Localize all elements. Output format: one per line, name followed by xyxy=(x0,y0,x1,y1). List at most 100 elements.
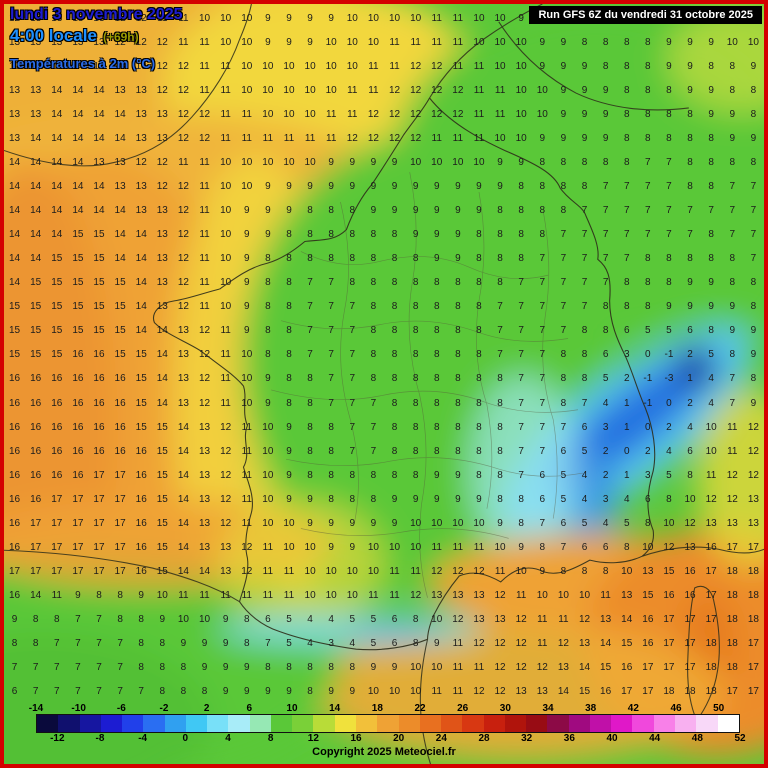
temp-row: 14 14 15 15 15 14 14 13 12 11 10 9 8 8 8 8 8 8 8 8 9 9 8 8 8 7 7 7 7… xyxy=(4,247,764,271)
temp-value: 8 xyxy=(687,180,693,192)
temp-value: 9 xyxy=(286,205,292,217)
temp-value: 12 xyxy=(705,493,717,505)
temp-value: 9 xyxy=(222,662,229,674)
temp-value: 7 xyxy=(349,397,356,409)
temp-row: 16 16 16 16 16 16 16 15 14 13 12 11 10 9 8 8 7 7 8 8 8 8 8 8 7 7 6… xyxy=(4,439,764,463)
temp-value: 9 xyxy=(750,349,757,361)
temp-value: 9 xyxy=(539,132,546,144)
temp-value: 9 xyxy=(286,12,292,24)
temp-value: 17 xyxy=(114,493,126,505)
temp-value: 7 xyxy=(560,253,567,265)
temp-value: 8 xyxy=(455,373,461,385)
temp-value: 12 xyxy=(410,60,422,72)
temp-value: 8 xyxy=(433,325,440,337)
temp-value: 8 xyxy=(497,229,503,241)
date-text: lundi 3 novembre 2025 xyxy=(10,6,183,23)
scale-segment xyxy=(377,715,399,732)
temp-value: 7 xyxy=(729,373,736,385)
temp-value: 11 xyxy=(262,565,274,577)
temp-value: 11 xyxy=(283,590,295,602)
scale-label: -4 xyxy=(138,733,148,744)
temp-value: 10 xyxy=(410,156,422,168)
temp-value: 9 xyxy=(222,686,229,698)
temp-value: 13 xyxy=(30,108,42,120)
temp-value: 13 xyxy=(93,156,105,168)
temp-value: 9 xyxy=(286,180,292,192)
temp-value: -1 xyxy=(643,397,653,409)
temp-value: 13 xyxy=(726,517,738,529)
temp-value: 14 xyxy=(30,132,42,144)
temp-value: 16 xyxy=(114,421,126,433)
temp-value: 8 xyxy=(412,253,419,265)
temp-value: 9 xyxy=(222,614,229,626)
scale-label: 16 xyxy=(350,733,362,744)
temp-value: 12 xyxy=(177,229,189,241)
temp-value: 12 xyxy=(536,662,548,674)
temp-value: 14 xyxy=(51,229,63,241)
temp-row: 16 17 17 17 17 17 16 15 14 13 12 11 10 10 9 9 9 9 9 10 10 10 1… xyxy=(4,511,764,535)
temp-value: 14 xyxy=(93,108,105,120)
temp-value: 15 xyxy=(93,277,105,289)
temp-value: 8 xyxy=(412,373,419,385)
temp-value: 9 xyxy=(497,180,503,192)
temp-value: 8 xyxy=(412,349,419,361)
temp-value: 8 xyxy=(560,397,567,409)
temp-value: 8 xyxy=(159,638,166,650)
temp-value: 13 xyxy=(177,325,189,337)
temp-value: 17 xyxy=(621,686,633,698)
temp-value: 17 xyxy=(72,541,84,553)
scale-label: 42 xyxy=(627,703,639,714)
temp-value: 13 xyxy=(198,493,211,505)
temp-value: 14 xyxy=(72,180,84,192)
temp-value: 10 xyxy=(262,469,274,481)
temp-value: 11 xyxy=(537,614,548,626)
temp-value: -1 xyxy=(643,373,653,385)
temp-value: 8 xyxy=(455,421,461,433)
temp-value: 9 xyxy=(243,301,250,313)
temp-value: 18 xyxy=(747,614,759,626)
temp-value: 12 xyxy=(135,12,147,24)
temp-value: 13 xyxy=(600,614,612,626)
temp-value: 11 xyxy=(199,180,210,192)
temp-value: 10 xyxy=(494,36,506,48)
temp-value: 8 xyxy=(518,180,524,192)
temp-value: 8 xyxy=(729,349,736,361)
temp-value: 11 xyxy=(157,12,168,24)
temp-value: 11 xyxy=(199,84,210,96)
temp-value: 7 xyxy=(687,229,693,241)
temp-value: 10 xyxy=(705,445,717,457)
temp-value: 8 xyxy=(328,205,334,217)
temp-value: 11 xyxy=(283,565,295,577)
temp-value: 5 xyxy=(645,325,651,337)
temp-value: 8 xyxy=(476,325,482,337)
temp-value: 7 xyxy=(539,517,546,529)
scale-label: 48 xyxy=(691,733,703,744)
temp-value: 10 xyxy=(241,180,253,192)
temp-value: 15 xyxy=(578,686,591,698)
temp-value: 8 xyxy=(349,469,356,481)
temp-value: 7 xyxy=(328,373,334,385)
temp-value: 11 xyxy=(220,108,231,120)
temp-value: 11 xyxy=(241,517,252,529)
temp-value: 15 xyxy=(93,229,105,241)
temp-value: 14 xyxy=(8,253,21,265)
temp-value: 9 xyxy=(243,205,250,217)
temp-value: 7 xyxy=(539,301,546,313)
temp-value: 18 xyxy=(705,662,717,674)
temp-value: 9 xyxy=(560,84,567,96)
temp-value: 12 xyxy=(494,590,506,602)
time-line: 4:00 locale (+69h) xyxy=(10,25,183,47)
temp-value: 12 xyxy=(431,60,443,72)
temp-value: 12 xyxy=(220,445,232,457)
temp-value: 7 xyxy=(370,445,377,457)
temp-value: 8 xyxy=(645,132,651,144)
temp-value: 8 xyxy=(180,686,187,698)
temp-value: 7 xyxy=(729,180,736,192)
temp-value: 8 xyxy=(391,445,398,457)
temp-value: 9 xyxy=(265,205,271,217)
temp-value: 10 xyxy=(283,84,295,96)
temp-value: 10 xyxy=(494,60,506,72)
temp-value: 10 xyxy=(220,156,232,168)
scale-segment xyxy=(79,715,101,732)
temp-value: 14 xyxy=(93,84,105,96)
